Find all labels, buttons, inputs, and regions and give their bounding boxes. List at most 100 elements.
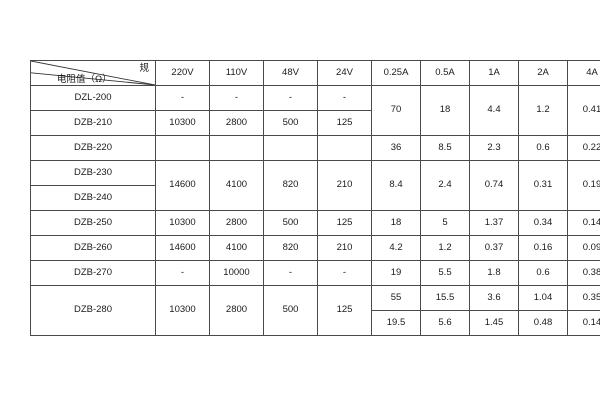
cell-voltage: 14600 — [155, 160, 210, 211]
cell-voltage: - — [209, 85, 264, 111]
cell-voltage: 210 — [317, 235, 372, 261]
cell-voltage — [317, 135, 372, 161]
cell-current: 0.41 — [567, 85, 600, 136]
cell-current: 4.2 — [371, 235, 421, 261]
cell-current: 0.35 — [567, 285, 600, 311]
cell-voltage: - — [155, 85, 210, 111]
cell-current: 0.48 — [518, 310, 568, 336]
cell-voltage: - — [263, 260, 318, 286]
column-header-voltage: 220V — [155, 60, 210, 86]
cell-current: 0.6 — [518, 260, 568, 286]
cell-voltage: 14600 — [155, 235, 210, 261]
cell-current: 0.6 — [518, 135, 568, 161]
cell-current: 36 — [371, 135, 421, 161]
cell-current: 2.4 — [420, 160, 470, 211]
table-row: DZB-270 - 10000 - - 19 5.5 1.8 0.6 0.38 … — [30, 260, 600, 286]
table-row: DZB-250 10300 2800 500 125 18 5 1.37 0.3… — [30, 210, 600, 236]
cell-voltage: 125 — [317, 210, 372, 236]
cell-voltage: 125 — [317, 110, 372, 136]
cell-voltage: 10300 — [155, 210, 210, 236]
cell-current: 1.2 — [420, 235, 470, 261]
cell-current: 8.5 — [420, 135, 470, 161]
cell-current: 1.2 — [518, 85, 568, 136]
cell-voltage: 500 — [263, 110, 318, 136]
cell-model: DZB-280 — [30, 285, 156, 336]
specification-table: 规 格 电阻值（Ω） 型号 220V 110V 48V 24V 0.25A 0.… — [30, 60, 600, 336]
table-header-row: 规 格 电阻值（Ω） 型号 220V 110V 48V 24V 0.25A 0.… — [30, 60, 600, 86]
table-row: DZB-210 10300 2800 500 125 — [30, 110, 600, 136]
cell-voltage: 820 — [263, 160, 318, 211]
cell-voltage: 125 — [317, 285, 372, 336]
cell-current: 5.5 — [420, 260, 470, 286]
cell-voltage: - — [317, 260, 372, 286]
table-row: DZB-280 10300 2800 500 125 55 15.5 3.6 1… — [30, 285, 600, 336]
cell-voltage: 500 — [263, 210, 318, 236]
cell-current: 18 — [371, 210, 421, 236]
cell-voltage: 10300 — [155, 110, 210, 136]
column-header-current: 2A — [518, 60, 568, 86]
cell-current: 0.14 — [567, 310, 600, 336]
cell-model: DZB-250 — [30, 210, 156, 236]
table-row: 19.5 5.6 1.45 0.48 0.14 0.06 — [31, 310, 600, 336]
column-header-current: 0.5A — [420, 60, 470, 86]
cell-voltage: 4100 — [209, 160, 264, 211]
cell-current: 0.37 — [469, 235, 519, 261]
column-header-voltage: 48V — [263, 60, 318, 86]
diagonal-divider-icon — [31, 61, 155, 85]
column-header-current: 0.25A — [371, 60, 421, 86]
cell-current: 0.38 — [567, 260, 600, 286]
cell-current: 5 — [420, 210, 470, 236]
cell-voltage — [209, 135, 264, 161]
cell-voltage: 820 — [263, 235, 318, 261]
cell-model: DZB-240 — [30, 185, 156, 211]
cell-current: 1.45 — [469, 310, 519, 336]
corner-resistance-label: 电阻值（Ω） — [57, 74, 112, 85]
cell-voltage: 2800 — [209, 285, 264, 336]
table-row: DZB-230 14600 4100 820 210 8.4 2.4 0.74 … — [30, 160, 600, 211]
cell-current: 4.4 — [469, 85, 519, 136]
cell-current: 0.31 — [518, 160, 568, 211]
cell-voltage — [263, 135, 318, 161]
table-row: DZB-220 36 8.5 2.3 0.6 0.22 0.11 — [30, 135, 600, 161]
cell-voltage: - — [263, 85, 318, 111]
cell-current: 8.4 — [371, 160, 421, 211]
cell-model: DZB-230 — [30, 160, 156, 186]
cell-voltage: - — [317, 85, 372, 111]
cell-current: 3.6 — [469, 285, 519, 311]
cell-voltage — [155, 135, 210, 161]
table-body: 规 格 电阻值（Ω） 型号 220V 110V 48V 24V 0.25A 0.… — [30, 60, 600, 336]
column-header-current: 4A — [567, 60, 600, 86]
cell-current: 0.14 — [567, 210, 600, 236]
corner-spec-label-1: 规 — [139, 63, 149, 74]
cell-current: 19.5 — [371, 310, 421, 336]
column-header-voltage: 110V — [209, 60, 264, 86]
cell-current: 18 — [420, 85, 470, 136]
cell-current: 19 — [371, 260, 421, 286]
cell-current: 2.3 — [469, 135, 519, 161]
cell-voltage: 2800 — [209, 110, 264, 136]
cell-current: 5.6 — [420, 310, 470, 336]
cell-current: 0.19 — [567, 160, 600, 211]
cell-voltage: 10000 — [209, 260, 264, 286]
cell-voltage: 4100 — [209, 235, 264, 261]
cell-model: DZB-220 — [30, 135, 156, 161]
cell-current: 0.22 — [567, 135, 600, 161]
corner-header-cell: 规 格 电阻值（Ω） 型号 — [30, 60, 156, 86]
cell-current: 0.74 — [469, 160, 519, 211]
cell-model: DZL-200 — [30, 85, 156, 111]
cell-voltage: 210 — [317, 160, 372, 211]
cell-current: 1.8 — [469, 260, 519, 286]
cell-voltage: 10300 — [155, 285, 210, 336]
cell-model: DZB-270 — [30, 260, 156, 286]
cell-voltage: 2800 — [209, 210, 264, 236]
cell-current: 55 — [371, 285, 421, 311]
column-header-voltage: 24V — [317, 60, 372, 86]
cell-model: DZB-210 — [30, 110, 156, 136]
cell-voltage: 500 — [263, 285, 318, 336]
cell-current: 1.37 — [469, 210, 519, 236]
cell-current: 1.04 — [518, 285, 568, 311]
table-row: DZB-260 14600 4100 820 210 4.2 1.2 0.37 … — [30, 235, 600, 261]
cell-current: 0.16 — [518, 235, 568, 261]
cell-current: 0.34 — [518, 210, 568, 236]
